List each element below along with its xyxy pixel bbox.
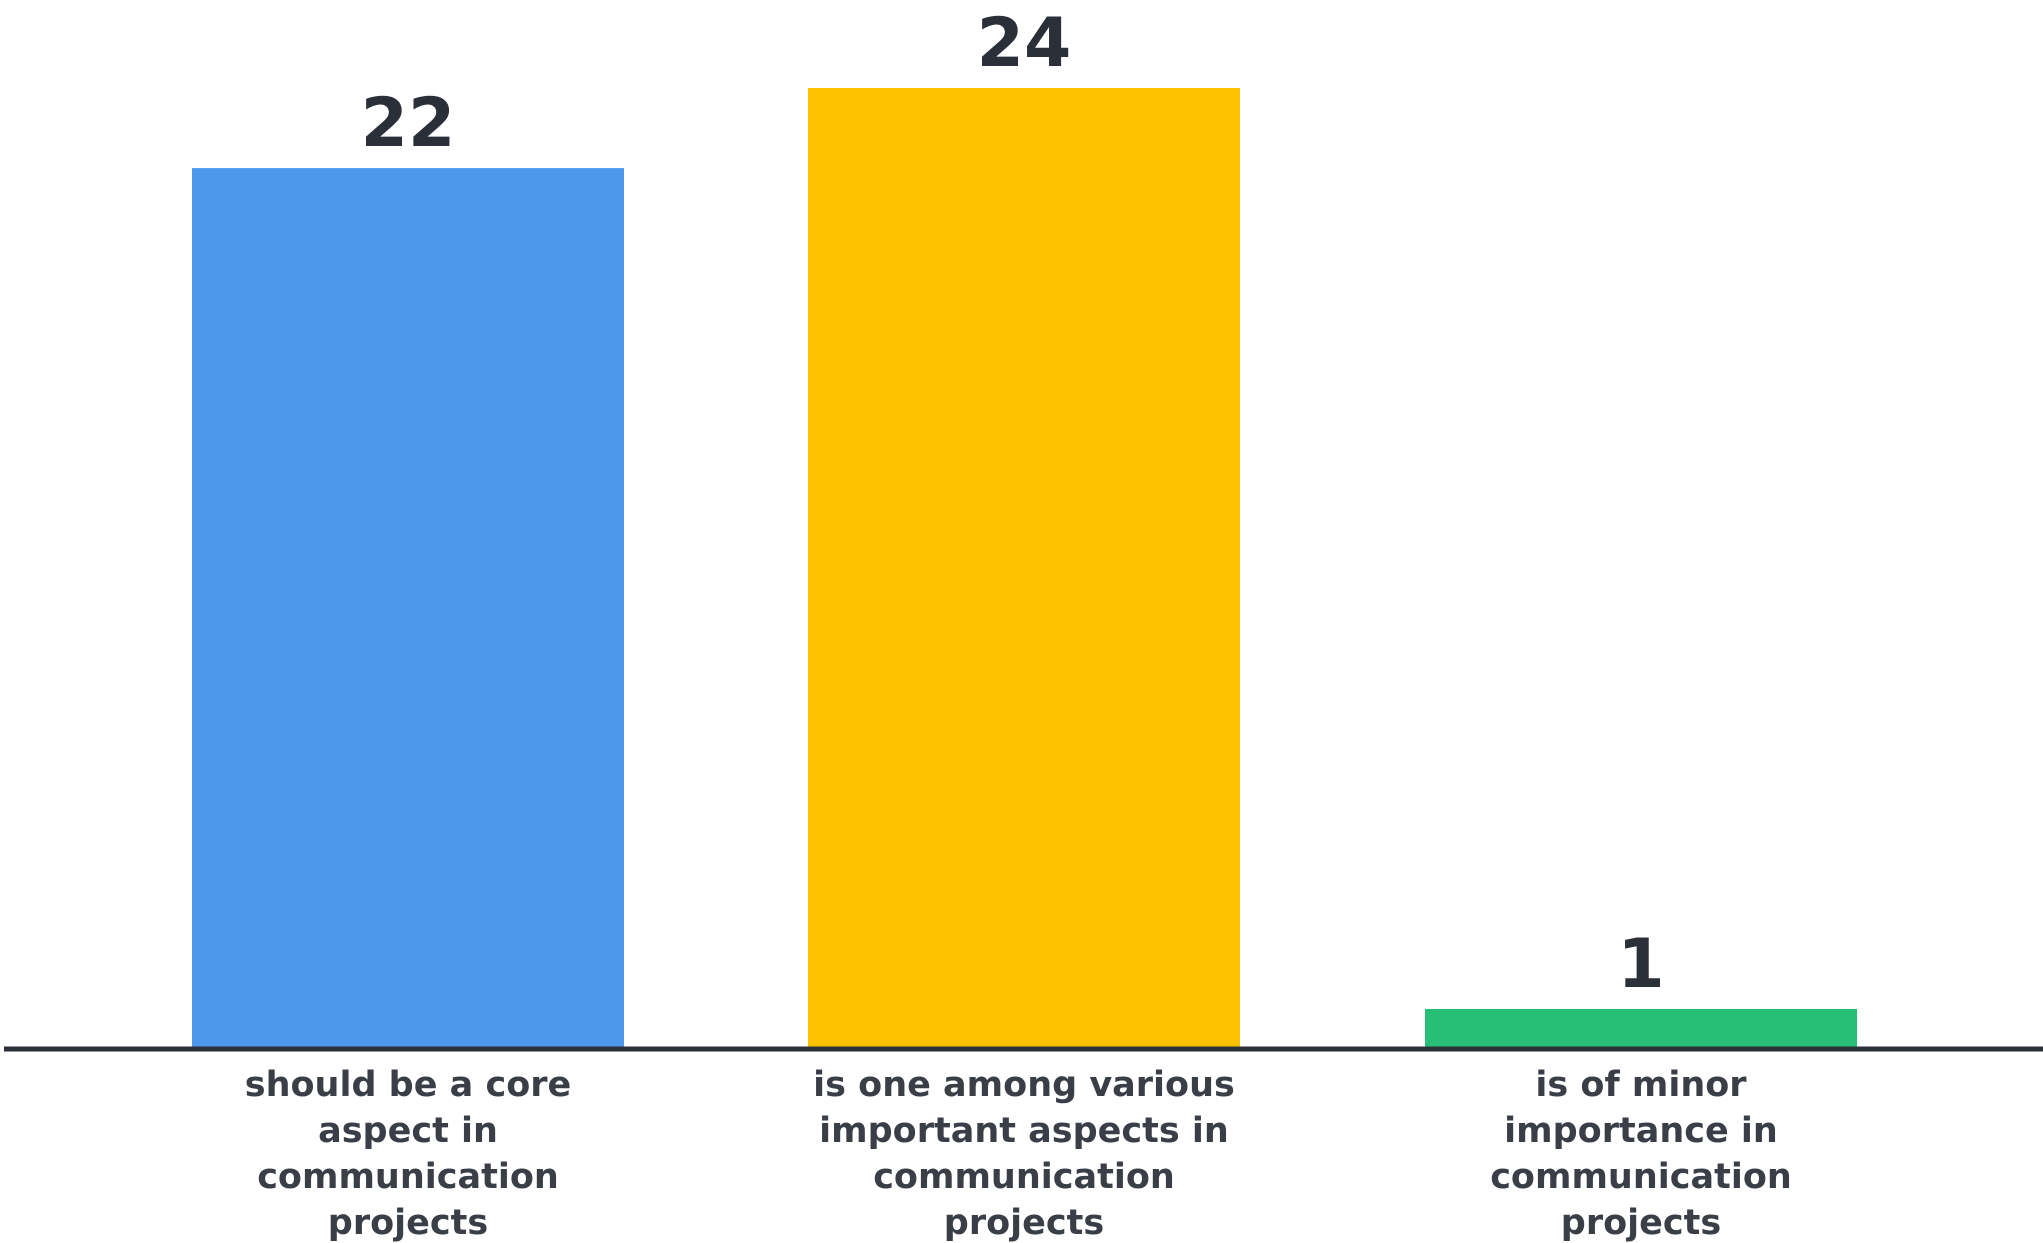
value-label-1: 22 [361, 84, 456, 163]
category-label-2-line-4: projects [944, 1203, 1104, 1243]
category-label-3-line-1: is of minor [1535, 1065, 1747, 1105]
category-label-1-line-1: should be a core [245, 1065, 572, 1105]
bar-3 [1425, 1008, 1857, 1049]
category-label-2-line-1: is one among various [813, 1065, 1235, 1105]
value-labels-group: 22 24 1 [361, 4, 1665, 1004]
category-labels-group: should be a core aspect in communication pr… [245, 1065, 1792, 1243]
value-label-2: 24 [977, 4, 1072, 83]
category-label-3-line-2: importance in [1504, 1111, 1778, 1151]
category-label-1-line-4: projects [328, 1203, 488, 1243]
bar-1 [192, 168, 624, 1050]
bars-group [192, 88, 1857, 1050]
category-label-2-line-3: communication [873, 1157, 1175, 1197]
category-label-1-line-3: communication [257, 1157, 559, 1197]
value-label-3: 1 [1617, 925, 1664, 1004]
bar-2 [808, 88, 1240, 1049]
category-label-2-line-2: important aspects in [819, 1111, 1229, 1151]
category-label-1-line-2: aspect in [318, 1111, 498, 1151]
category-label-3-line-3: communication [1490, 1157, 1792, 1197]
category-label-3-line-4: projects [1561, 1203, 1721, 1243]
